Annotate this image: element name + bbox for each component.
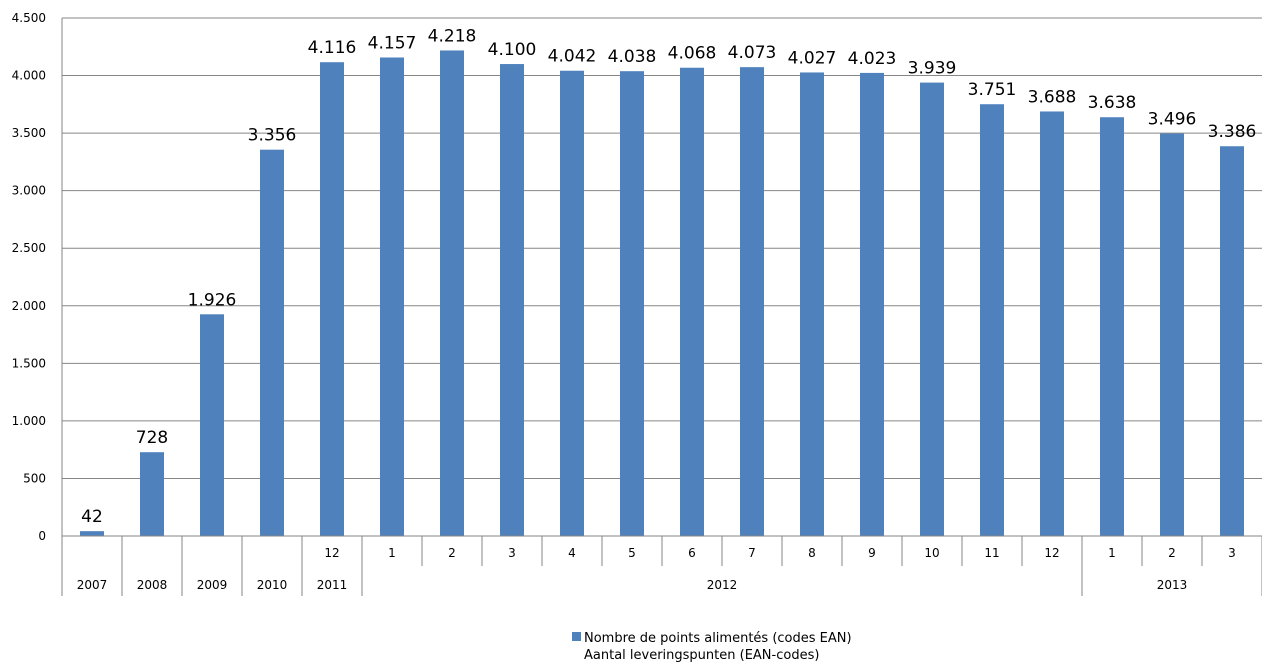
bar: [1040, 111, 1064, 537]
data-label: 3.386: [1208, 122, 1257, 142]
data-label: 42: [81, 507, 103, 527]
data-label: 3.638: [1088, 93, 1137, 113]
x-tick-label-year: 2011: [317, 578, 348, 592]
data-label: 3.688: [1028, 87, 1077, 107]
x-tick-label-month: 3: [508, 546, 516, 560]
bar: [320, 62, 344, 536]
bar: [380, 57, 404, 536]
bar: [140, 452, 164, 536]
data-label: 4.218: [428, 26, 477, 46]
bars: [80, 50, 1244, 537]
data-label: 3.939: [908, 59, 957, 79]
x-tick-label-month: 6: [688, 546, 696, 560]
data-label: 4.027: [788, 48, 837, 68]
y-tick-label: 500: [23, 471, 46, 485]
y-axis-tick-labels: 0 500 1.000 1.500 2.000 2.500 3.000 3.500 4.000 4…: [12, 11, 46, 543]
legend: Nombre de points alimentés (codes EAN) A…: [572, 631, 852, 663]
bar: [560, 70, 584, 536]
x-tick-label-year: 2010: [257, 578, 288, 592]
data-label: 1.926: [188, 290, 237, 310]
data-label: 4.157: [368, 33, 417, 53]
x-tick-label-year: 2013: [1157, 578, 1188, 592]
bar: [1220, 146, 1244, 537]
y-tick-label: 1.000: [12, 414, 46, 428]
bar: [200, 314, 224, 536]
bar: [80, 531, 104, 536]
x-tick-label-month: 8: [808, 546, 816, 560]
legend-label-line-2: Aantal leveringspunten (EAN-codes): [584, 648, 819, 663]
x-tick-label-month: 7: [748, 546, 756, 560]
x-tick-label-month: 11: [984, 546, 999, 560]
data-labels: 42 728 1.926 3.356 4.116 4.157 4.218 4.100 4.042…: [81, 26, 1256, 527]
x-tick-label-year: 2012: [707, 578, 738, 592]
bar: [980, 104, 1004, 536]
x-tick-label-month: 12: [324, 546, 339, 560]
bar: [920, 82, 944, 536]
data-label: 4.100: [488, 40, 537, 60]
x-tick-label-month: 5: [628, 546, 636, 560]
x-tick-label-month: 4: [568, 546, 576, 560]
y-tick-label: 4.500: [12, 11, 46, 25]
x-tick-label-month: 1: [388, 546, 396, 560]
x-tick-label-month: 1: [1108, 546, 1116, 560]
data-label: 4.068: [668, 44, 717, 64]
bar: [500, 64, 524, 537]
x-tick-label-month: 12: [1044, 546, 1059, 560]
grid-lines: [62, 17, 1262, 537]
data-label: 728: [136, 428, 168, 448]
data-label: 4.042: [548, 47, 597, 67]
x-tick-label-month: 2: [448, 546, 456, 560]
y-tick-label: 0: [38, 529, 46, 543]
y-tick-label: 3.500: [12, 126, 46, 140]
x-tick-label-year: 2008: [137, 578, 168, 592]
bar: [860, 72, 884, 537]
legend-swatch: [572, 632, 581, 641]
bar: [440, 50, 464, 536]
x-tick-label-year: 2007: [77, 578, 108, 592]
y-tick-label: 2.500: [12, 241, 46, 255]
y-tick-label: 1.500: [12, 356, 46, 370]
data-label: 4.116: [308, 38, 357, 58]
x-tick-label-month: 2: [1168, 546, 1176, 560]
legend-label-line-1: Nombre de points alimentés (codes EAN): [584, 631, 852, 646]
x-tick-label-month: 9: [868, 546, 876, 560]
data-label: 3.496: [1148, 110, 1197, 130]
bar: [1100, 117, 1124, 537]
bar: [740, 67, 764, 537]
y-tick-label: 2.000: [12, 299, 46, 313]
bar: [1160, 133, 1184, 537]
data-label: 4.023: [848, 49, 897, 69]
x-tick-label-month: 10: [924, 546, 939, 560]
data-label: 4.073: [728, 43, 777, 63]
y-tick-label: 4.000: [12, 69, 46, 83]
bar: [620, 71, 644, 536]
bar: [800, 72, 824, 536]
data-label: 3.751: [968, 80, 1017, 100]
bar: [260, 149, 284, 536]
bar: [680, 67, 704, 536]
data-label: 3.356: [248, 126, 297, 146]
x-tick-label-month: 3: [1228, 546, 1236, 560]
y-tick-label: 3.000: [12, 184, 46, 198]
x-tick-label-year: 2009: [197, 578, 228, 592]
data-label: 4.038: [608, 47, 657, 67]
